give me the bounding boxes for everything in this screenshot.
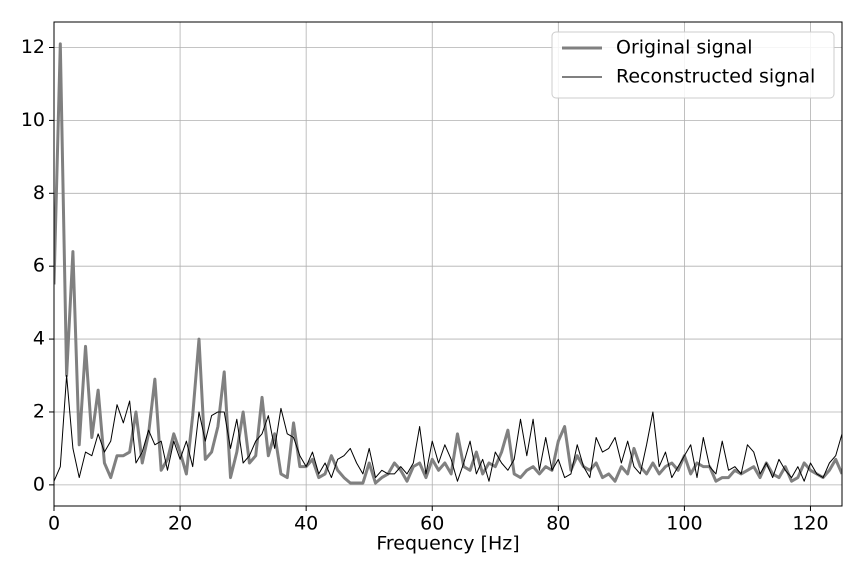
legend-box <box>551 31 835 99</box>
x-tick-label: 60 <box>420 513 444 535</box>
plot-frame <box>53 21 843 507</box>
legend-label: Original signal <box>616 37 753 59</box>
x-tick-label: 80 <box>546 513 570 535</box>
x-axis-label: Frequency [Hz] <box>376 533 519 555</box>
legend-label: Reconstructed signal <box>616 66 815 88</box>
y-tick-label: 12 <box>21 36 45 58</box>
y-tick-label: 4 <box>33 328 45 350</box>
y-tick-label: 8 <box>33 182 45 204</box>
x-tick-label: 100 <box>666 513 702 535</box>
series-line <box>54 42 842 485</box>
y-tick-label: 6 <box>33 255 45 277</box>
x-tick-label: 0 <box>48 513 60 535</box>
y-tick-label: 0 <box>33 473 45 495</box>
y-tick-label: 2 <box>33 400 45 422</box>
x-tick-label: 20 <box>168 513 192 535</box>
series-line <box>54 375 842 482</box>
x-tick-label: 40 <box>294 513 318 535</box>
x-tick-label: 120 <box>792 513 828 535</box>
y-tick-label: 10 <box>21 109 45 131</box>
